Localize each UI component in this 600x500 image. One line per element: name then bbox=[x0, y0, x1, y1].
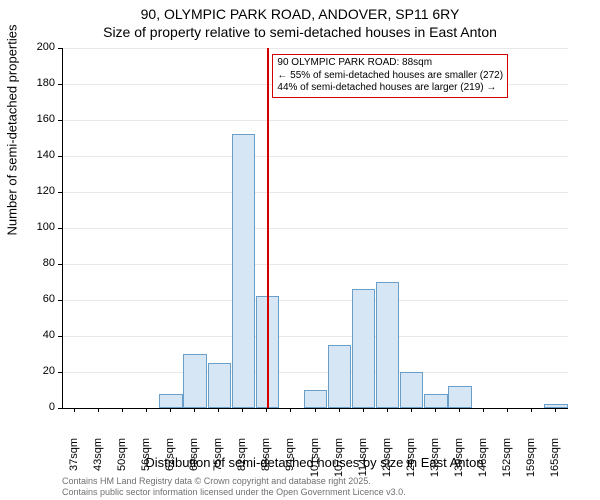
chart-title-sub: Size of property relative to semi-detach… bbox=[0, 24, 600, 40]
bar bbox=[448, 386, 472, 408]
gridline bbox=[63, 372, 568, 373]
gridline bbox=[63, 192, 568, 193]
x-tick-mark bbox=[218, 408, 219, 412]
annotation-line-1: 90 OLYMPIC PARK ROAD: 88sqm bbox=[277, 57, 503, 70]
x-tick-label: 43sqm bbox=[92, 438, 104, 488]
bar bbox=[400, 372, 424, 408]
x-tick-label: 75sqm bbox=[212, 438, 224, 488]
gridline bbox=[63, 48, 568, 49]
y-tick-mark bbox=[58, 336, 62, 337]
y-tick-label: 120 bbox=[15, 185, 55, 197]
y-tick-mark bbox=[58, 408, 62, 409]
x-tick-label: 101sqm bbox=[309, 438, 321, 488]
gridline bbox=[63, 336, 568, 337]
y-tick-label: 20 bbox=[15, 365, 55, 377]
x-tick-label: 146sqm bbox=[477, 438, 489, 488]
y-tick-mark bbox=[58, 192, 62, 193]
y-tick-label: 60 bbox=[15, 293, 55, 305]
bar bbox=[183, 354, 207, 408]
annotation-line-2: ← 55% of semi-detached houses are smalle… bbox=[277, 70, 503, 83]
x-tick-mark bbox=[194, 408, 195, 412]
bar bbox=[544, 404, 568, 408]
x-tick-mark bbox=[315, 408, 316, 412]
gridline bbox=[63, 300, 568, 301]
x-tick-label: 107sqm bbox=[333, 438, 345, 488]
x-tick-label: 114sqm bbox=[357, 438, 369, 488]
y-tick-mark bbox=[58, 48, 62, 49]
bar bbox=[424, 394, 448, 408]
property-size-chart: 90, OLYMPIC PARK ROAD, ANDOVER, SP11 6RY… bbox=[0, 0, 600, 500]
bar bbox=[208, 363, 232, 408]
x-tick-mark bbox=[122, 408, 123, 412]
footer-line-2: Contains public sector information licen… bbox=[62, 487, 406, 497]
plot-area bbox=[62, 48, 568, 409]
gridline bbox=[63, 156, 568, 157]
x-tick-label: 120sqm bbox=[381, 438, 393, 488]
y-tick-mark bbox=[58, 228, 62, 229]
reference-line bbox=[267, 48, 269, 408]
y-tick-label: 100 bbox=[15, 221, 55, 233]
x-tick-mark bbox=[507, 408, 508, 412]
x-tick-label: 139sqm bbox=[453, 438, 465, 488]
x-tick-label: 159sqm bbox=[525, 438, 537, 488]
x-tick-label: 126sqm bbox=[405, 438, 417, 488]
x-tick-label: 133sqm bbox=[429, 438, 441, 488]
bar bbox=[232, 134, 256, 408]
y-tick-label: 40 bbox=[15, 329, 55, 341]
x-tick-label: 69sqm bbox=[188, 438, 200, 488]
x-tick-label: 62sqm bbox=[164, 438, 176, 488]
y-tick-label: 140 bbox=[15, 149, 55, 161]
y-tick-label: 160 bbox=[15, 113, 55, 125]
x-tick-mark bbox=[411, 408, 412, 412]
x-tick-label: 37sqm bbox=[68, 438, 80, 488]
x-tick-mark bbox=[170, 408, 171, 412]
x-tick-mark bbox=[146, 408, 147, 412]
x-tick-mark bbox=[483, 408, 484, 412]
bar bbox=[159, 394, 183, 408]
x-tick-label: 165sqm bbox=[549, 438, 561, 488]
x-tick-mark bbox=[555, 408, 556, 412]
annotation-box: 90 OLYMPIC PARK ROAD: 88sqm ← 55% of sem… bbox=[272, 54, 508, 98]
bar bbox=[352, 289, 376, 408]
y-tick-label: 200 bbox=[15, 41, 55, 53]
chart-title-main: 90, OLYMPIC PARK ROAD, ANDOVER, SP11 6RY bbox=[0, 6, 600, 22]
bar bbox=[304, 390, 328, 408]
bar bbox=[328, 345, 352, 408]
x-tick-label: 50sqm bbox=[116, 438, 128, 488]
y-tick-label: 80 bbox=[15, 257, 55, 269]
y-tick-mark bbox=[58, 84, 62, 85]
x-tick-label: 152sqm bbox=[501, 438, 513, 488]
y-tick-label: 0 bbox=[15, 401, 55, 413]
x-tick-mark bbox=[74, 408, 75, 412]
x-tick-mark bbox=[459, 408, 460, 412]
x-tick-mark bbox=[387, 408, 388, 412]
y-tick-mark bbox=[58, 156, 62, 157]
x-tick-label: 94sqm bbox=[284, 438, 296, 488]
gridline bbox=[63, 120, 568, 121]
gridline bbox=[63, 228, 568, 229]
x-tick-mark bbox=[242, 408, 243, 412]
x-tick-label: 82sqm bbox=[236, 438, 248, 488]
x-tick-label: 88sqm bbox=[260, 438, 272, 488]
y-tick-mark bbox=[58, 372, 62, 373]
y-tick-label: 180 bbox=[15, 77, 55, 89]
x-tick-mark bbox=[339, 408, 340, 412]
gridline bbox=[63, 264, 568, 265]
y-tick-mark bbox=[58, 120, 62, 121]
x-tick-label: 56sqm bbox=[140, 438, 152, 488]
x-tick-mark bbox=[266, 408, 267, 412]
bar bbox=[376, 282, 400, 408]
y-tick-mark bbox=[58, 264, 62, 265]
y-axis-label: Number of semi-detached properties bbox=[5, 25, 20, 236]
annotation-line-3: 44% of semi-detached houses are larger (… bbox=[277, 82, 503, 95]
x-tick-mark bbox=[531, 408, 532, 412]
x-tick-mark bbox=[435, 408, 436, 412]
x-tick-mark bbox=[98, 408, 99, 412]
x-tick-mark bbox=[363, 408, 364, 412]
x-tick-mark bbox=[290, 408, 291, 412]
y-tick-mark bbox=[58, 300, 62, 301]
